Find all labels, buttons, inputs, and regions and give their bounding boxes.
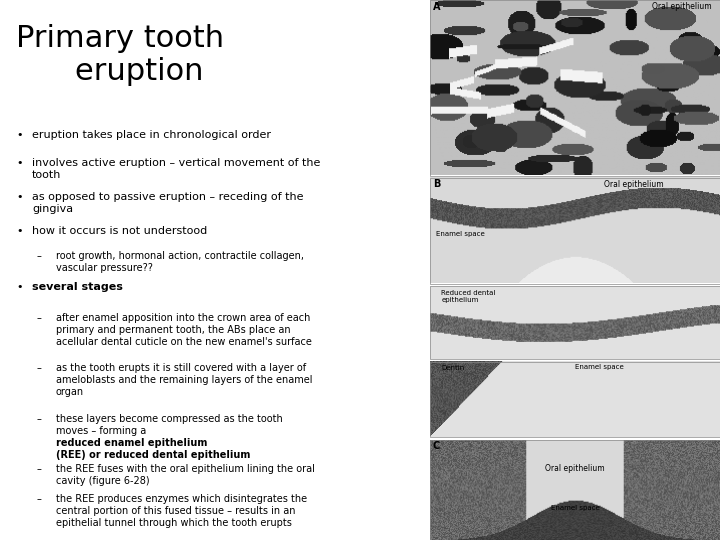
Text: –: – <box>37 363 41 374</box>
Bar <box>430 362 720 437</box>
Text: •: • <box>17 192 23 202</box>
Text: involves active eruption – vertical movement of the
tooth: involves active eruption – vertical move… <box>32 158 320 180</box>
Text: Enamel space: Enamel space <box>551 505 599 511</box>
Text: C: C <box>433 441 440 451</box>
Text: Primary tooth
    eruption: Primary tooth eruption <box>16 24 224 86</box>
Text: Reduced dental
epithelium: Reduced dental epithelium <box>441 290 496 303</box>
Text: Enamel space: Enamel space <box>436 231 485 237</box>
Text: A: A <box>433 2 440 12</box>
Text: the REE produces enzymes which disintegrates the
central portion of this fused t: the REE produces enzymes which disintegr… <box>55 494 307 528</box>
Text: reduced enamel epithelium
(REE) or reduced dental epithelium: reduced enamel epithelium (REE) or reduc… <box>55 438 250 460</box>
Text: after enamel apposition into the crown area of each
primary and permanent tooth,: after enamel apposition into the crown a… <box>55 313 312 347</box>
Text: Dentin: Dentin <box>441 364 464 370</box>
Text: as the tooth erupts it is still covered with a layer of
ameloblasts and the rema: as the tooth erupts it is still covered … <box>55 363 312 397</box>
Text: root growth, hormonal action, contractile collagen,
vascular pressure??: root growth, hormonal action, contractil… <box>55 251 304 273</box>
Text: –: – <box>37 313 41 323</box>
Text: –: – <box>37 494 41 504</box>
Text: the REE fuses with the oral epithelium lining the oral
cavity (figure 6-28): the REE fuses with the oral epithelium l… <box>55 464 315 487</box>
Text: Oral epithelium: Oral epithelium <box>652 2 711 11</box>
Text: •: • <box>17 130 23 140</box>
Bar <box>430 286 720 359</box>
Text: eruption takes place in chronological order: eruption takes place in chronological or… <box>32 130 271 140</box>
Bar <box>430 0 720 176</box>
Text: •: • <box>17 158 23 168</box>
Text: Enamel space: Enamel space <box>575 364 624 370</box>
Text: as opposed to passive eruption – receding of the
gingiva: as opposed to passive eruption – recedin… <box>32 192 304 214</box>
Text: B: B <box>433 179 440 189</box>
Text: Oral epithelium: Oral epithelium <box>604 180 664 190</box>
Text: several stages: several stages <box>32 282 123 292</box>
Text: these layers become compressed as the tooth
moves – forming a: these layers become compressed as the to… <box>55 414 282 436</box>
Text: •: • <box>17 226 23 236</box>
Text: –: – <box>37 251 41 261</box>
Text: how it occurs is not understood: how it occurs is not understood <box>32 226 207 236</box>
Text: –: – <box>37 414 41 424</box>
Bar <box>430 440 720 540</box>
Text: –: – <box>37 464 41 475</box>
Text: Oral epithelium: Oral epithelium <box>545 464 605 474</box>
Bar <box>430 178 720 284</box>
Text: •: • <box>17 282 23 292</box>
